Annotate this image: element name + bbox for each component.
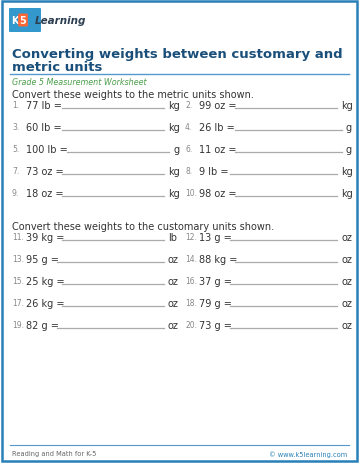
Text: Convert these weights to the customary units shown.: Convert these weights to the customary u… xyxy=(12,221,274,232)
Text: 11 oz =: 11 oz = xyxy=(199,144,237,155)
Text: 1.: 1. xyxy=(12,101,19,110)
Text: 77 lb =: 77 lb = xyxy=(26,101,62,111)
Text: 2.: 2. xyxy=(185,101,192,110)
Text: 19.: 19. xyxy=(12,321,24,330)
Text: kg: kg xyxy=(168,188,180,199)
Text: 9 lb =: 9 lb = xyxy=(199,167,228,176)
Text: 16.: 16. xyxy=(185,277,197,286)
Text: 25 kg =: 25 kg = xyxy=(26,276,65,287)
Text: oz: oz xyxy=(168,320,179,330)
Text: 7.: 7. xyxy=(12,167,19,176)
Text: oz: oz xyxy=(341,298,352,308)
Text: 73 g =: 73 g = xyxy=(199,320,232,330)
Text: 99 oz =: 99 oz = xyxy=(199,101,237,111)
Text: K: K xyxy=(11,16,19,26)
Text: metric units: metric units xyxy=(12,61,102,74)
Text: 18 oz =: 18 oz = xyxy=(26,188,64,199)
Text: 11.: 11. xyxy=(12,233,24,242)
Text: 39 kg =: 39 kg = xyxy=(26,232,64,243)
Text: 4.: 4. xyxy=(185,123,192,132)
Text: 10.: 10. xyxy=(185,189,197,198)
Text: 9.: 9. xyxy=(12,189,19,198)
Text: 95 g =: 95 g = xyxy=(26,255,59,264)
Text: 100 lb =: 100 lb = xyxy=(26,144,68,155)
Text: 5.: 5. xyxy=(12,145,19,154)
Text: g: g xyxy=(346,144,352,155)
Text: Converting weights between customary and: Converting weights between customary and xyxy=(12,48,342,61)
Text: 82 g =: 82 g = xyxy=(26,320,59,330)
Text: kg: kg xyxy=(341,101,353,111)
Text: g: g xyxy=(346,123,352,133)
Text: 12.: 12. xyxy=(185,233,197,242)
Text: 37 g =: 37 g = xyxy=(199,276,232,287)
Text: kg: kg xyxy=(341,188,353,199)
Text: © www.k5learning.com: © www.k5learning.com xyxy=(269,450,347,457)
Text: 13 g =: 13 g = xyxy=(199,232,232,243)
Text: kg: kg xyxy=(168,123,180,133)
Text: kg: kg xyxy=(168,167,180,176)
Text: Learning: Learning xyxy=(35,16,87,26)
Text: Grade 5 Measurement Worksheet: Grade 5 Measurement Worksheet xyxy=(12,78,146,87)
Text: g: g xyxy=(173,144,179,155)
Text: 3.: 3. xyxy=(12,123,19,132)
Text: Reading and Math for K-5: Reading and Math for K-5 xyxy=(12,450,96,456)
FancyBboxPatch shape xyxy=(9,9,41,33)
Text: kg: kg xyxy=(341,167,353,176)
Text: 26 kg =: 26 kg = xyxy=(26,298,65,308)
Text: 15.: 15. xyxy=(12,277,24,286)
Text: oz: oz xyxy=(341,232,352,243)
Text: 26 lb =: 26 lb = xyxy=(199,123,235,133)
Text: 8.: 8. xyxy=(185,167,192,176)
Text: 88 kg =: 88 kg = xyxy=(199,255,237,264)
Text: 5: 5 xyxy=(20,16,26,26)
Text: 60 lb =: 60 lb = xyxy=(26,123,62,133)
Text: 13.: 13. xyxy=(12,255,24,264)
Text: oz: oz xyxy=(341,320,352,330)
Text: 73 oz =: 73 oz = xyxy=(26,167,64,176)
Text: oz: oz xyxy=(341,276,352,287)
Text: oz: oz xyxy=(168,298,179,308)
Text: 18.: 18. xyxy=(185,299,197,308)
Text: oz: oz xyxy=(168,276,179,287)
Text: 20.: 20. xyxy=(185,321,197,330)
Text: kg: kg xyxy=(168,101,180,111)
Text: lb: lb xyxy=(168,232,177,243)
Text: oz: oz xyxy=(341,255,352,264)
Text: 79 g =: 79 g = xyxy=(199,298,232,308)
Text: 98 oz =: 98 oz = xyxy=(199,188,237,199)
Text: 14.: 14. xyxy=(185,255,197,264)
Text: oz: oz xyxy=(168,255,179,264)
Text: 17.: 17. xyxy=(12,299,24,308)
Text: Convert these weights to the metric units shown.: Convert these weights to the metric unit… xyxy=(12,90,254,100)
Text: 6.: 6. xyxy=(185,145,192,154)
